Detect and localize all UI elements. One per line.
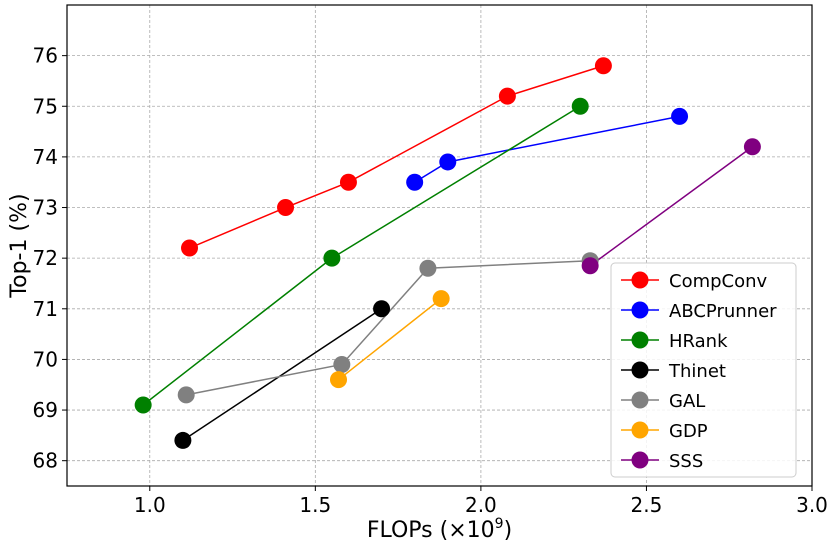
data-point-abcprunner [439, 153, 457, 171]
y-tick-label: 72 [33, 246, 58, 270]
legend-label-gdp: GDP [669, 421, 708, 442]
legend-marker-thinet [631, 361, 649, 379]
legend: CompConv ABCPrunner HRank Thinet GAL GDP SSS [610, 262, 797, 478]
series-line-sss [589, 146, 753, 267]
y-axis-title: Top-1 (%) [7, 193, 32, 298]
legend-marker-hrank [631, 331, 649, 349]
legend-label-abcprunner: ABCPrunner [669, 301, 777, 322]
data-point-compconv [181, 239, 199, 257]
data-point-thinet [174, 431, 192, 449]
series-line-gdp [338, 298, 442, 381]
data-point-gdp [432, 290, 450, 308]
x-tick-label: 2.5 [631, 493, 663, 517]
y-tick-label: 74 [33, 145, 58, 169]
legend-entry-sss: SSS [621, 451, 703, 472]
data-point-abcprunner [671, 107, 689, 125]
data-point-compconv [339, 173, 357, 191]
data-point-sss [581, 257, 599, 275]
legend-marker-gal [631, 391, 649, 409]
data-point-compconv [277, 199, 295, 217]
data-point-gal [177, 386, 195, 404]
legend-marker-gdp [631, 421, 649, 439]
legend-label-compconv: CompConv [669, 271, 768, 292]
data-point-hrank [571, 97, 589, 115]
y-tick-label: 75 [33, 94, 58, 118]
legend-entry-thinet: Thinet [621, 361, 726, 382]
legend-entry-gal: GAL [621, 391, 705, 412]
legend-label-thinet: Thinet [668, 361, 726, 382]
data-point-sss [743, 138, 761, 156]
y-tick-label: 71 [33, 297, 58, 321]
data-point-hrank [134, 396, 152, 414]
y-tick-label: 76 [33, 44, 58, 68]
data-point-hrank [323, 249, 341, 267]
data-point-thinet [373, 300, 391, 318]
y-tick-label: 68 [33, 449, 58, 473]
data-point-gal [333, 355, 351, 373]
legend-label-hrank: HRank [669, 331, 728, 352]
data-point-compconv [594, 57, 612, 75]
legend-label-sss: SSS [669, 451, 703, 472]
plot-frame [66, 4, 813, 487]
y-tick-label: 70 [33, 347, 58, 371]
x-tick-label: 1.5 [299, 493, 331, 517]
x-tick-label: 1.0 [134, 493, 166, 517]
series-line-compconv [189, 65, 604, 249]
data-point-gdp [330, 371, 348, 389]
y-tick-label: 69 [33, 398, 58, 422]
legend-entry-compconv: CompConv [621, 271, 768, 292]
y-tick-label: 73 [33, 196, 58, 220]
x-tick-label: 2.0 [465, 493, 497, 517]
x-tick-label: 3.0 [796, 493, 828, 517]
legend-label-gal: GAL [669, 391, 705, 412]
data-point-compconv [498, 87, 516, 105]
data-point-gal [419, 259, 437, 277]
legend-entry-gdp: GDP [621, 421, 708, 442]
x-axis-ticks: 1.0 1.5 2.0 2.5 3.0 [134, 486, 828, 517]
legend-marker-compconv [631, 271, 649, 289]
legend-marker-abcprunner [631, 301, 649, 319]
legend-box [610, 262, 797, 478]
data-point-abcprunner [406, 173, 424, 191]
x-axis-title: FLOPs (×109) [367, 516, 512, 543]
series-line-thinet [182, 308, 382, 442]
legend-entry-abcprunner: ABCPrunner [621, 301, 777, 322]
series-points [134, 57, 761, 449]
legend-marker-sss [631, 451, 649, 469]
series-line-gal [186, 259, 591, 396]
legend-entry-hrank: HRank [621, 331, 728, 352]
series-line-hrank [142, 105, 581, 406]
y-axis-ticks: 68 69 70 71 72 73 74 75 76 [33, 44, 67, 473]
